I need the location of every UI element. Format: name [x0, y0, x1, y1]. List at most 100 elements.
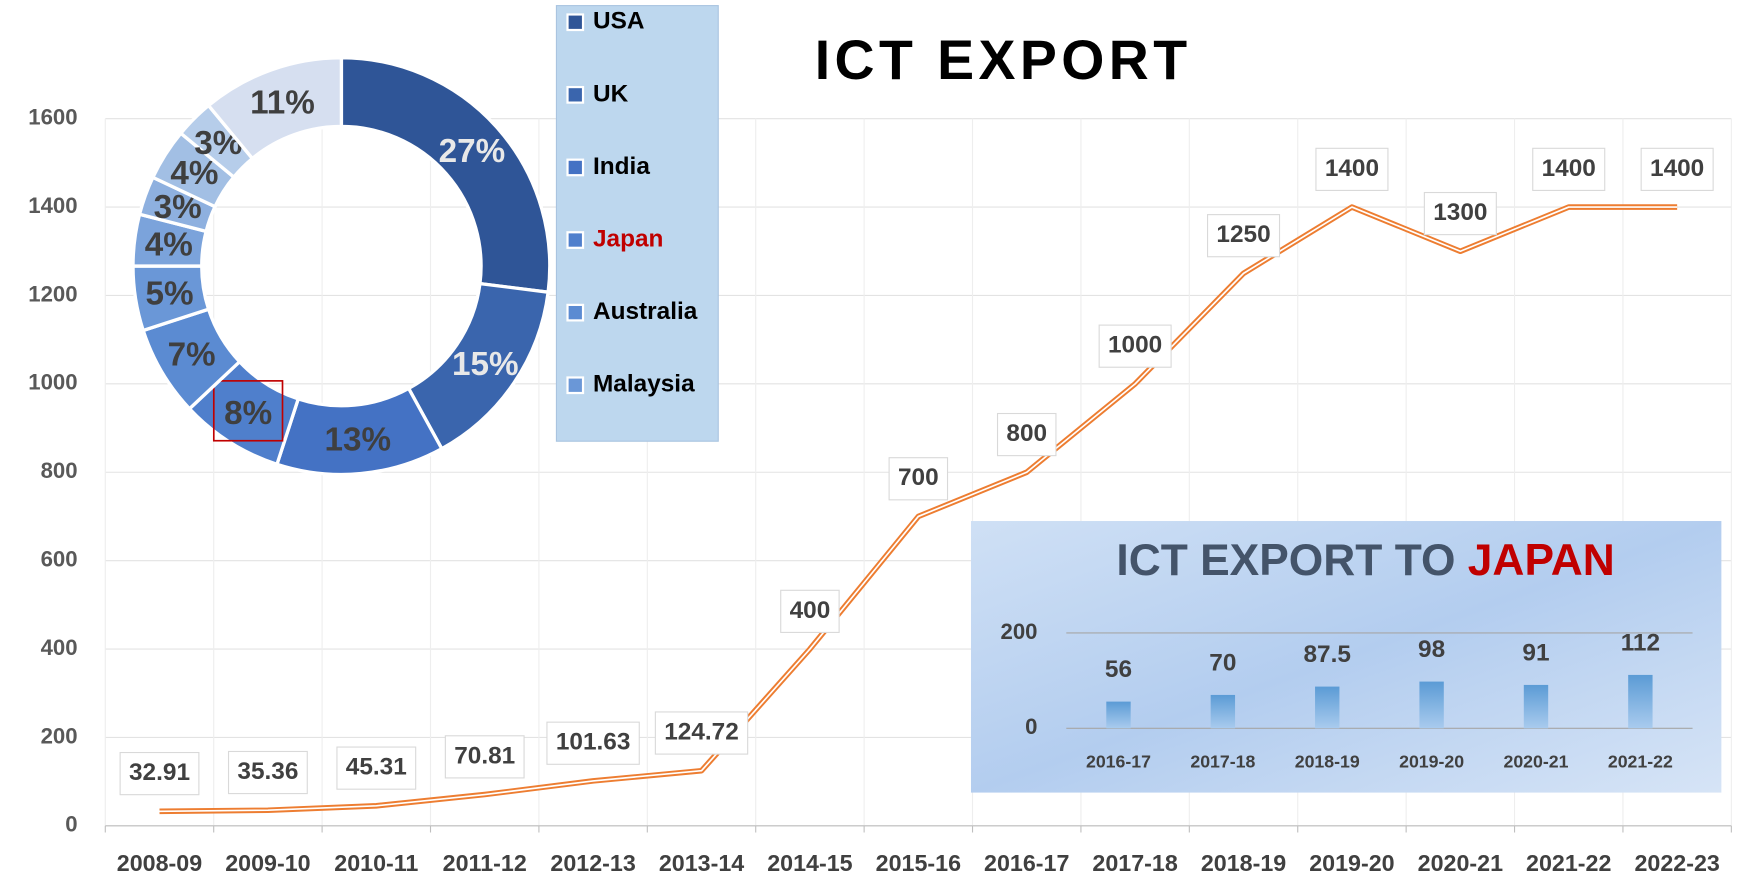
bar	[1419, 681, 1444, 729]
data-label: 101.63	[556, 729, 631, 756]
y-tick-label: 1000	[28, 370, 77, 395]
y-tick-label: 0	[65, 812, 77, 837]
bar-value-label: 87.5	[1304, 641, 1351, 668]
x-tick-label: 2021-22	[1526, 850, 1611, 876]
data-label: 35.36	[237, 758, 298, 785]
x-tick-label: 2013-14	[659, 850, 744, 876]
x-tick-label: 2021-22	[1608, 751, 1673, 771]
x-tick-label: 2017-18	[1190, 751, 1255, 771]
highlight-box	[212, 380, 284, 442]
x-tick-label: 2019-20	[1309, 850, 1394, 876]
y-tick-label: 200	[41, 723, 78, 748]
data-label-box	[996, 412, 1057, 457]
legend-swatch	[566, 303, 585, 322]
legend-swatch	[566, 85, 585, 104]
slice-label: 27%	[439, 133, 506, 170]
bar-value-label: 98	[1418, 636, 1445, 663]
data-label: 1300	[1433, 199, 1487, 226]
data-label: 45.31	[346, 754, 407, 781]
chart-title: ICT EXPORT	[815, 29, 1192, 91]
doughnut-slice	[206, 56, 344, 161]
bar	[1315, 686, 1340, 729]
slice-label: 11%	[250, 84, 315, 121]
slice-label: 5%	[145, 275, 193, 312]
data-label-box	[888, 457, 949, 501]
y-tick-label: 1600	[28, 105, 77, 130]
data-label-box	[654, 711, 749, 755]
inset-title: ICT EXPORT TO JAPAN	[1116, 536, 1614, 585]
data-label-box	[227, 750, 308, 795]
legend-swatch	[566, 13, 585, 32]
data-label: 70.81	[454, 742, 515, 769]
x-tick-label: 2018-19	[1295, 751, 1360, 771]
bar-value-label: 112	[1621, 629, 1660, 656]
legend-label: Australia	[593, 298, 698, 325]
x-tick-label: 2019-20	[1399, 751, 1464, 771]
legend-label: Malaysia	[593, 371, 695, 398]
doughnut-chart: 27%15%13%8%7%5%4%3%4%3%11%USAUKIndiaJapa…	[131, 5, 719, 477]
data-label-box	[546, 721, 640, 765]
legend-label: Japan	[593, 225, 663, 252]
x-tick-label: 2010-11	[334, 850, 418, 876]
data-label: 1400	[1650, 155, 1704, 182]
inset-bar-chart: ICT EXPORT TO JAPAN 0 200 56 2016-17 70 2017-1…	[970, 521, 1722, 793]
slice-label: 4%	[145, 226, 193, 263]
x-tick-label: 2017-18	[1092, 850, 1177, 876]
y-tick-label: 200	[1001, 619, 1038, 644]
legend-swatch	[566, 376, 585, 395]
bar	[1210, 694, 1236, 729]
x-tick-label: 2020-21	[1503, 751, 1568, 771]
x-tick-label: 2016-17	[984, 850, 1069, 876]
slice-label: 13%	[324, 421, 391, 458]
legend-swatch	[566, 158, 585, 177]
x-tick-label: 2008-09	[117, 850, 202, 876]
slice-label: 7%	[168, 337, 216, 374]
x-tick-label: 2011-12	[443, 850, 527, 876]
x-tick-label: 2015-16	[876, 850, 961, 876]
y-tick-label: 600	[41, 547, 78, 572]
y-tick-label: 400	[41, 635, 78, 660]
data-label-box	[1423, 191, 1497, 236]
data-label: 1400	[1542, 155, 1596, 182]
x-tick-label: 2014-15	[767, 850, 852, 876]
legend-label: India	[593, 153, 650, 180]
x-tick-label: 2012-13	[550, 850, 635, 876]
data-label: 700	[898, 464, 939, 491]
bar	[1523, 684, 1549, 729]
inset-panel	[970, 521, 1722, 793]
x-tick-label: 2016-17	[1086, 751, 1151, 771]
data-label: 124.72	[664, 718, 739, 745]
data-label-box	[1532, 147, 1606, 191]
bar	[1628, 674, 1653, 729]
y-tick-label: 0	[1025, 714, 1037, 739]
legend-swatch	[566, 231, 585, 249]
bar-value-label: 70	[1209, 649, 1236, 676]
x-tick-label: 2020-21	[1418, 850, 1503, 876]
slice-label: 8%	[224, 395, 272, 432]
bar-value-label: 56	[1105, 656, 1132, 683]
data-label-box	[1206, 214, 1281, 258]
slice-label: 4%	[170, 155, 218, 192]
data-label-box	[1640, 147, 1714, 191]
data-label: 800	[1006, 420, 1047, 447]
bar-value-label: 91	[1522, 639, 1549, 666]
x-tick-label: 2009-10	[225, 850, 310, 876]
data-label-box	[1098, 324, 1172, 368]
data-label-box	[336, 746, 417, 790]
legend-label: USA	[593, 8, 644, 35]
data-label-box	[444, 735, 525, 779]
line	[159, 206, 1678, 813]
x-tick-label: 2022-23	[1634, 850, 1719, 876]
legend-box	[555, 5, 719, 442]
bar	[1106, 701, 1131, 729]
data-label: 32.91	[129, 759, 190, 786]
data-label: 1250	[1216, 221, 1270, 248]
y-tick-label: 800	[41, 458, 78, 483]
y-tick-label: 1200	[28, 281, 77, 306]
data-label-box	[780, 589, 840, 633]
inset-title-emphasis: JAPAN	[1468, 536, 1615, 585]
data-label: 1400	[1325, 155, 1379, 182]
data-label-box	[119, 751, 200, 796]
